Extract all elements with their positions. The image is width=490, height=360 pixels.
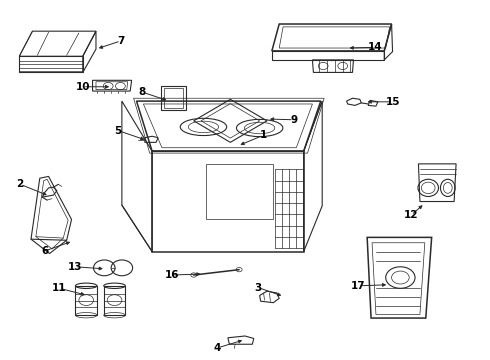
Text: 5: 5 — [114, 126, 122, 135]
Text: 8: 8 — [139, 87, 146, 97]
Text: 17: 17 — [351, 281, 366, 291]
Text: 7: 7 — [117, 36, 124, 46]
Text: 4: 4 — [214, 343, 221, 353]
Text: 9: 9 — [290, 115, 297, 125]
Bar — [104, 286, 125, 315]
Bar — [75, 286, 97, 315]
Bar — [164, 88, 183, 108]
Text: 6: 6 — [41, 246, 49, 256]
Text: 12: 12 — [404, 210, 418, 220]
Bar — [161, 86, 186, 110]
Text: 11: 11 — [52, 283, 67, 293]
Text: 2: 2 — [17, 179, 24, 189]
Text: 14: 14 — [368, 42, 382, 52]
Text: 16: 16 — [165, 270, 179, 280]
Text: 10: 10 — [75, 82, 90, 92]
Text: 15: 15 — [386, 97, 400, 107]
Text: 3: 3 — [255, 283, 262, 293]
Text: 1: 1 — [260, 130, 267, 140]
Text: 13: 13 — [68, 262, 82, 272]
